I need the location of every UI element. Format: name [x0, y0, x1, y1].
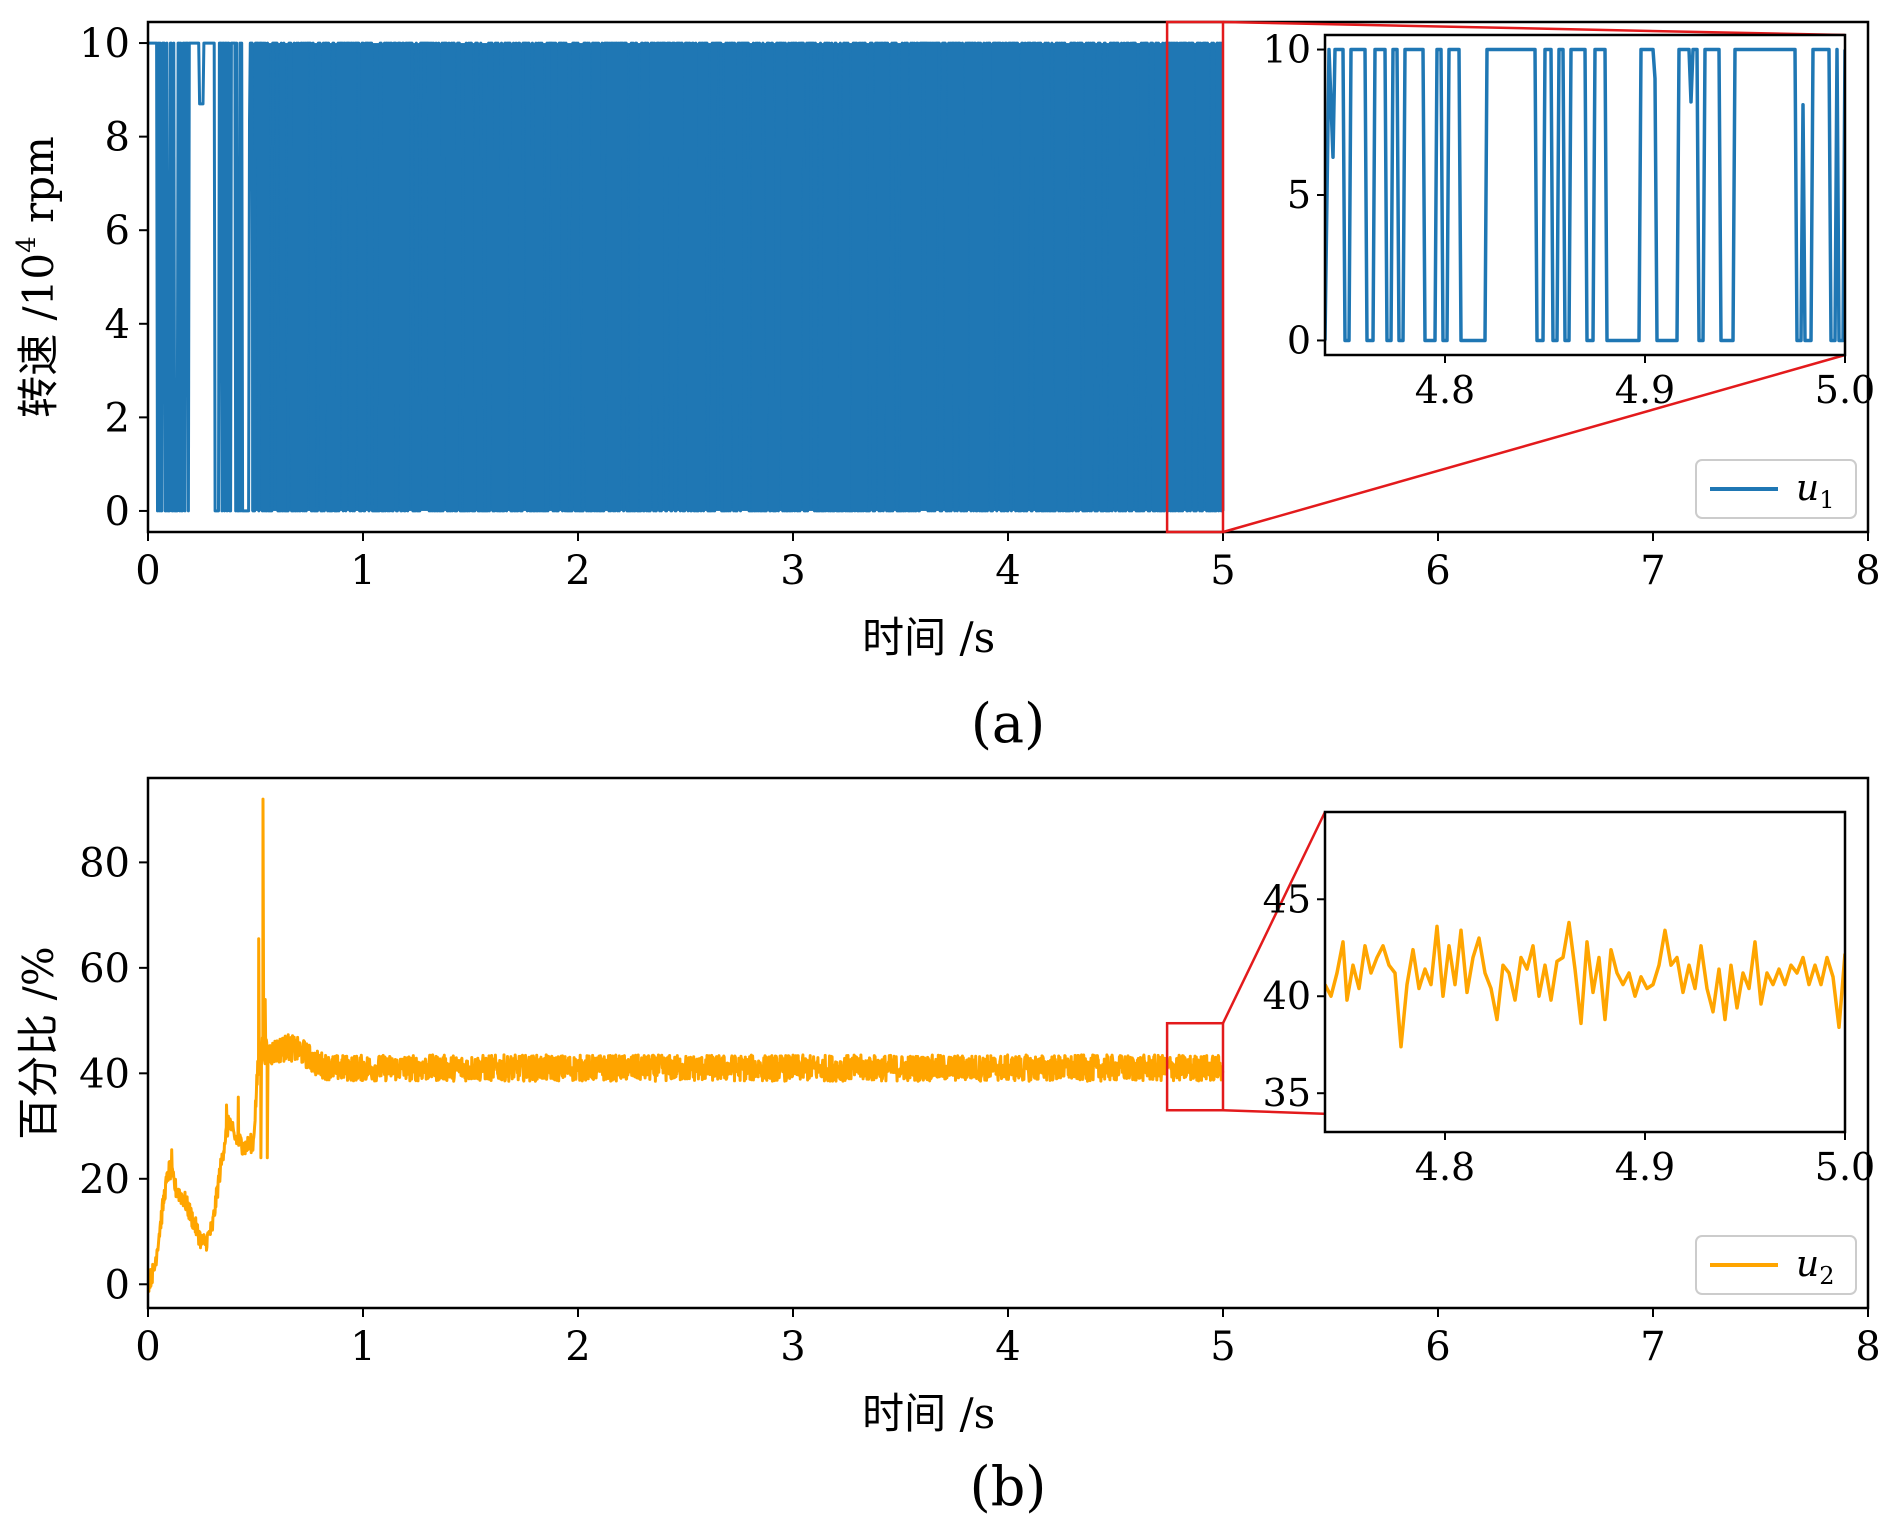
inset-axes: 4.8 4.9 5.0 0 5 10 — [1263, 28, 1876, 412]
y-tick-label: 8 — [105, 115, 130, 161]
y-axis-title: 转速 /104 rpm — [12, 136, 63, 418]
inset-y-tick-label: 35 — [1263, 1071, 1311, 1115]
legend: u2 — [1695, 1235, 1857, 1295]
x-tick-label: 4 — [995, 1324, 1020, 1370]
inset-y-tick-label: 5 — [1287, 173, 1311, 217]
x-tick-label: 8 — [1855, 1324, 1880, 1370]
legend-label-sub: 2 — [1819, 1262, 1834, 1290]
x-tick-label: 8 — [1855, 548, 1880, 594]
x-tick-label: 1 — [350, 548, 375, 594]
inset-y-tick-label: 40 — [1263, 974, 1311, 1018]
x-tick-label: 5 — [1210, 1324, 1235, 1370]
x-tick-label: 4 — [995, 548, 1020, 594]
y-tick-label: 6 — [105, 208, 130, 254]
panel-label: (a) — [971, 692, 1045, 755]
y-axis-title-main: 转速 /10 — [14, 253, 63, 418]
x-tick-label: 2 — [565, 1324, 590, 1370]
y-tick-label: 2 — [105, 395, 130, 441]
zoom-connector-top — [1222, 20, 1846, 37]
x-axis-title: 时间 /s — [862, 613, 995, 662]
series-group — [148, 797, 1225, 1293]
panel-label: (b) — [970, 1455, 1047, 1518]
x-tick-label: 3 — [780, 1324, 805, 1370]
legend-label-sub: 1 — [1819, 486, 1834, 514]
legend-label-main: u — [1796, 468, 1819, 509]
y-tick-label: 0 — [105, 489, 130, 535]
inset-x-tick-label: 4.9 — [1615, 1145, 1675, 1189]
inset-axes: 4.8 4.9 5.0 35 40 45 — [1263, 810, 1875, 1189]
x-tick-label: 6 — [1425, 1324, 1450, 1370]
u1-line — [148, 41, 1225, 513]
x-tick-label: 3 — [780, 548, 805, 594]
inset-y-tick-label: 0 — [1287, 318, 1311, 362]
zoom-region-box — [1165, 1021, 1225, 1112]
inset-x-tick-label: 4.9 — [1615, 368, 1675, 412]
u2-line — [148, 797, 1225, 1293]
inset-u2-line — [1325, 920, 1845, 1049]
x-tick-label: 1 — [350, 1324, 375, 1370]
inset-x-tick-label: 4.8 — [1415, 1145, 1475, 1189]
x-tick-label: 6 — [1425, 548, 1450, 594]
x-axis-title: 时间 /s — [862, 1389, 995, 1438]
x-tick-label: 7 — [1640, 1324, 1665, 1370]
x-tick-label: 0 — [135, 548, 160, 594]
y-axis-title-main: 百分比 /% — [14, 946, 63, 1139]
zoom-region-box — [1165, 20, 1225, 534]
zoom-connector-top — [1221, 811, 1327, 1024]
legend-label: u1 — [1796, 468, 1834, 514]
series-group — [148, 41, 1225, 513]
inset-x-tick-label: 4.8 — [1415, 368, 1475, 412]
y-tick-label: 60 — [79, 946, 130, 992]
y-tick-label: 80 — [79, 840, 130, 886]
y-tick-label: 4 — [105, 302, 130, 348]
legend-label: u2 — [1796, 1244, 1834, 1290]
y-axis-title-unit: rpm — [14, 136, 63, 236]
y-tick-label: 40 — [79, 1051, 130, 1097]
x-tick-label: 5 — [1210, 548, 1235, 594]
x-tick-label: 7 — [1640, 548, 1665, 594]
y-tick-label: 10 — [79, 21, 130, 67]
x-tick-label: 0 — [135, 1324, 160, 1370]
inset-x-tick-label: 5.0 — [1815, 1145, 1875, 1189]
zoom-connector-bottom — [1222, 353, 1846, 534]
x-tick-label: 2 — [565, 548, 590, 594]
inset-frame — [1323, 810, 1847, 1134]
legend-label-main: u — [1796, 1244, 1819, 1285]
inset-y-tick-label: 10 — [1263, 28, 1311, 72]
y-tick-label: 0 — [105, 1262, 130, 1308]
inset-y-tick-label: 45 — [1263, 877, 1311, 921]
y-tick-label: 20 — [79, 1157, 130, 1203]
y-axis-title-sup: 4 — [12, 236, 42, 253]
inset-u1-line — [1325, 47, 1845, 343]
inset-x-tick-label: 5.0 — [1815, 368, 1875, 412]
legend: u1 — [1695, 459, 1857, 519]
y-axis-title: 百分比 /% — [14, 946, 63, 1139]
